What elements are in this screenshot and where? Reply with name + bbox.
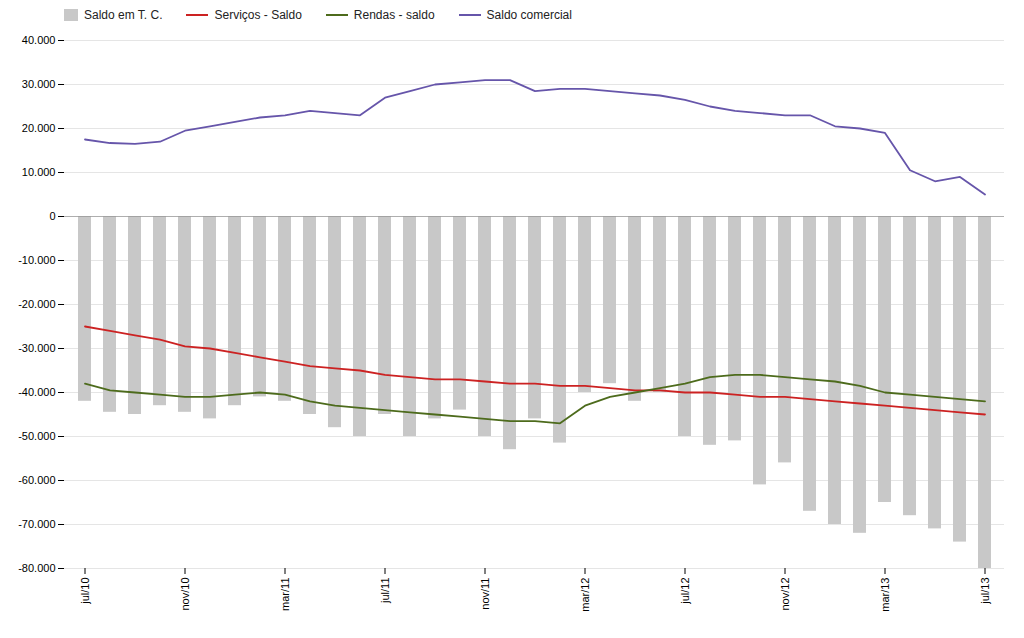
html-text:Saldo comercial: Saldo comercial	[486, 8, 572, 22]
svg-text:nov/10: nov/10	[179, 578, 191, 611]
svg-text:mar/13: mar/13	[879, 578, 891, 612]
svg-text:-80.000: -80.000	[18, 562, 55, 574]
svg-text:jul/10: jul/10	[79, 578, 91, 605]
svg-text:-30.000: -30.000	[18, 342, 55, 354]
svg-text:40.000: 40.000	[22, 34, 56, 46]
svg-text:-50.000: -50.000	[18, 430, 55, 442]
svg-text:0: 0	[49, 210, 55, 222]
svg-text:jul/11: jul/11	[379, 578, 391, 604]
svg-text:jul/12: jul/12	[679, 578, 691, 605]
svg-text:20.000: 20.000	[22, 122, 56, 134]
svg-text:mar/11: mar/11	[279, 578, 291, 611]
svg-text:-20.000: -20.000	[18, 298, 55, 310]
svg-text:10.000: 10.000	[22, 166, 56, 178]
svg-text:-70.000: -70.000	[18, 518, 55, 530]
html-text:Saldo em T. C.: Saldo em T. C.	[84, 8, 163, 22]
html-text:Rendas - saldo: Rendas - saldo	[353, 8, 435, 22]
svg-text:nov/12: nov/12	[779, 578, 791, 611]
svg-text:mar/12: mar/12	[579, 578, 591, 612]
svg-text:nov/11: nov/11	[479, 578, 491, 610]
svg-text:-60.000: -60.000	[18, 474, 55, 486]
svg-text:jul/13: jul/13	[979, 578, 991, 605]
svg-text:30.000: 30.000	[22, 78, 56, 90]
html-text:Serviços - Saldo: Serviços - Saldo	[214, 8, 302, 22]
svg-text:-10.000: -10.000	[18, 254, 55, 266]
svg-text:-40.000: -40.000	[18, 386, 55, 398]
